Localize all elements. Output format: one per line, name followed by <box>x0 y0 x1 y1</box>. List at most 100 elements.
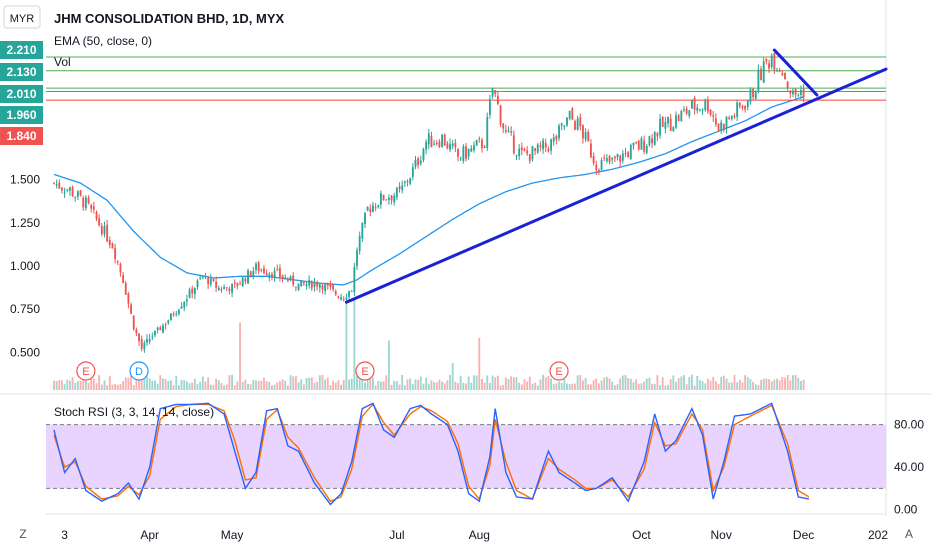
volume-bar <box>552 384 555 390</box>
volume-bar <box>435 382 438 390</box>
volume-bar <box>366 376 369 390</box>
volume-bar <box>584 377 587 390</box>
candle-body <box>494 90 497 95</box>
candle-body <box>528 154 531 161</box>
candle-body <box>706 99 709 112</box>
volume-indicator-label[interactable]: Vol <box>54 55 71 69</box>
volume-bar <box>71 377 74 390</box>
volume-bar <box>502 384 505 390</box>
candle-body <box>212 279 215 281</box>
volume-bar <box>143 376 146 390</box>
candle-body <box>164 324 167 326</box>
volume-bar <box>709 380 712 390</box>
volume-bar <box>146 376 148 390</box>
candle-body <box>624 152 627 154</box>
candle-body <box>321 285 324 290</box>
volume-bar <box>385 375 388 390</box>
volume-bar <box>728 382 731 390</box>
candle-body <box>473 145 475 151</box>
volume-bar <box>608 378 611 390</box>
candle-body <box>725 117 728 129</box>
candle-body <box>635 142 638 144</box>
log-scale-button[interactable]: Z <box>19 527 26 541</box>
rsi-k-line <box>53 402 810 506</box>
candle-body <box>534 148 537 151</box>
price-badge-label: 2.210 <box>6 43 36 57</box>
candle-body <box>754 91 757 99</box>
price-badge-label: 1.840 <box>6 129 36 143</box>
candle-body <box>398 186 401 189</box>
volume-bar <box>185 381 188 390</box>
candle-body <box>265 273 268 276</box>
volume-bar <box>677 378 680 390</box>
candle-body <box>387 197 390 201</box>
candle-body <box>228 288 231 291</box>
time-tick-label: Nov <box>711 528 732 542</box>
candle-body <box>183 302 186 308</box>
volume-bar <box>215 378 218 390</box>
candle-body <box>776 70 778 72</box>
log-scale-box[interactable] <box>10 522 36 544</box>
candle-body <box>268 274 271 278</box>
volume-bar <box>170 380 172 390</box>
volume-bar <box>356 375 358 390</box>
volume-bar <box>204 381 207 390</box>
volume-bar <box>683 375 685 390</box>
candle-body <box>685 108 688 114</box>
volume-bar <box>470 382 473 390</box>
candle-body <box>797 95 800 97</box>
candle-body <box>329 284 332 288</box>
volume-bar <box>792 375 794 390</box>
candle-body <box>757 69 760 91</box>
stoch-rsi-panel: 80.00 40.00 0.00 <box>46 402 924 517</box>
candle-body <box>119 263 122 273</box>
candle-body <box>443 134 446 146</box>
candle-body <box>550 139 552 151</box>
volume-bar <box>741 382 744 390</box>
trendlines[interactable] <box>344 48 888 304</box>
volume-bar <box>629 378 632 390</box>
volume-bar <box>305 378 308 390</box>
trendline <box>772 48 819 97</box>
volume-bar <box>786 374 789 390</box>
volume-bar <box>321 374 324 390</box>
volume-bar <box>377 380 380 390</box>
volume-bar <box>592 379 595 390</box>
volume-bar <box>108 376 111 390</box>
volume-bar <box>127 377 130 390</box>
auto-scale-button[interactable]: A <box>905 527 913 541</box>
volume-bar <box>417 379 420 390</box>
volume-bar <box>653 383 656 390</box>
volume-bar <box>613 385 616 390</box>
price-tick-label: 1.250 <box>10 216 40 230</box>
volume-bar <box>441 381 444 390</box>
candle-body <box>369 208 372 213</box>
volume-bar <box>191 382 194 390</box>
candle-body <box>438 141 441 147</box>
volume-bar <box>669 379 672 390</box>
candle-body <box>422 149 425 160</box>
volume-bar <box>292 376 295 390</box>
volume-bar <box>605 376 608 390</box>
volume-bar <box>680 376 683 390</box>
volume-bar <box>66 379 69 390</box>
candle-body <box>239 283 241 285</box>
stoch-rsi-label[interactable]: Stoch RSI (3, 3, 14, 14, close) <box>54 405 214 419</box>
currency-box[interactable] <box>3 5 41 29</box>
candle-body <box>709 109 712 115</box>
volume-bar <box>318 375 321 390</box>
candle-body <box>308 279 311 286</box>
event-marker <box>355 361 375 381</box>
volume-bar <box>746 377 749 390</box>
rsi-tick-label: 80.00 <box>894 418 924 432</box>
candle-body <box>698 109 701 111</box>
candle-body <box>499 105 502 125</box>
candle-body <box>90 205 93 209</box>
candle-body <box>209 278 212 285</box>
candle-body <box>433 143 436 145</box>
candle-body <box>260 269 263 271</box>
ema-indicator-label[interactable]: EMA (50, close, 0) <box>54 34 152 48</box>
volume-bar <box>637 383 640 390</box>
